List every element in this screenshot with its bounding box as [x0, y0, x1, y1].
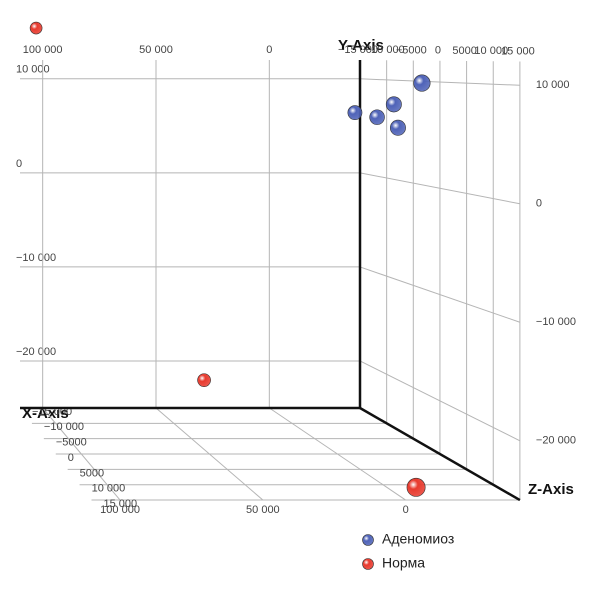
z-tick-label: 0	[68, 452, 74, 464]
z-tick-label: 5000	[80, 467, 104, 479]
point	[413, 74, 431, 92]
point	[406, 477, 426, 497]
y-tick-label: −10 000	[536, 316, 576, 328]
point	[347, 105, 363, 121]
z-axis	[359, 406, 521, 502]
y-tick-label: 0	[16, 158, 22, 170]
z-axis-title: Z-Axis	[528, 481, 574, 498]
z-tick-label: −10 000	[44, 421, 84, 433]
legend-label: Аденомиоз	[382, 531, 454, 547]
legend-label: Норма	[382, 555, 425, 571]
y-tick-label: 10 000	[16, 64, 50, 76]
x-tick-label: 0	[403, 504, 409, 516]
legend-marker	[362, 534, 374, 546]
z-tick-label: 10 000	[92, 483, 126, 495]
point	[389, 119, 406, 136]
x-tick-label: 50 000	[139, 44, 173, 56]
z-tick-label: −5000	[56, 437, 87, 449]
z-tick-label: −10 000	[365, 44, 405, 56]
x-tick-label: 50 000	[246, 504, 280, 516]
y-axis-title: Y-Axis	[338, 37, 384, 54]
z-tick-label: 10 000	[474, 45, 508, 57]
z-tick-label: 0	[435, 45, 441, 57]
point	[369, 109, 385, 125]
point	[385, 96, 402, 113]
y-tick-label: −20 000	[16, 346, 56, 358]
x-tick-label: 0	[266, 44, 272, 56]
y-tick-label: 0	[536, 198, 542, 210]
z-tick-label: 15 000	[501, 45, 535, 57]
point	[29, 21, 43, 35]
legend-marker	[362, 558, 374, 570]
x-tick-label: 100 000	[100, 504, 140, 516]
x-tick-label: 100 000	[23, 44, 63, 56]
y-tick-label: 10 000	[536, 79, 570, 91]
z-tick-label: −5000	[396, 44, 427, 56]
point	[197, 373, 211, 387]
z-tick-label: 15 000	[104, 498, 138, 510]
z-tick-label: 5000	[452, 45, 476, 57]
y-tick-label: −10 000	[16, 252, 56, 264]
z-tick-label: −15 000	[338, 44, 378, 56]
y-tick-label: −20 000	[536, 435, 576, 447]
